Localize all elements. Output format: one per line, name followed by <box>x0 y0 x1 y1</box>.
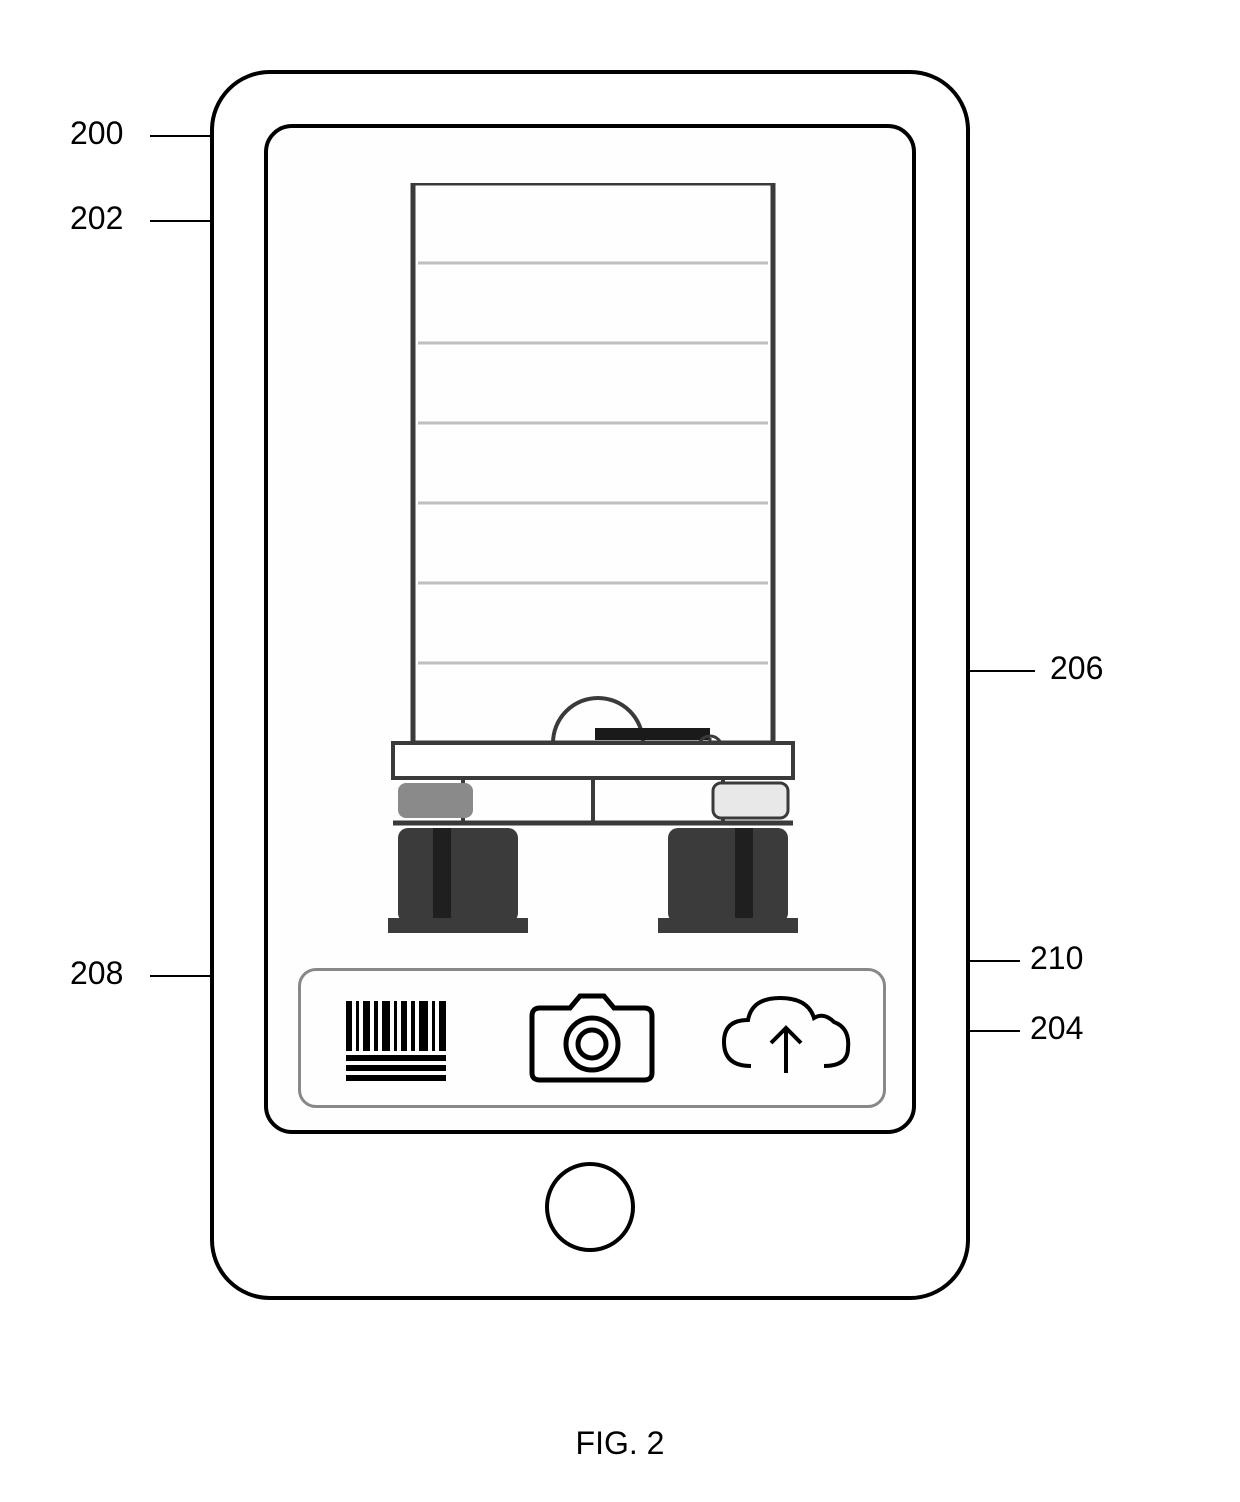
barcode-button[interactable] <box>328 988 468 1088</box>
action-toolbar <box>298 968 886 1108</box>
ref-label-202: 202 <box>70 200 123 237</box>
ref-label-200: 200 <box>70 115 123 152</box>
ref-label-206: 206 <box>1050 650 1103 687</box>
ref-label-210: 210 <box>1030 940 1083 977</box>
barcode-icon <box>338 993 458 1083</box>
device-screen <box>264 124 916 1134</box>
truck-svg <box>363 183 823 943</box>
ref-label-208: 208 <box>70 955 123 992</box>
truck-rear-image <box>363 183 823 943</box>
ref-label-204: 204 <box>1030 1010 1083 1047</box>
home-button[interactable] <box>545 1162 635 1252</box>
camera-icon <box>522 988 662 1088</box>
cloud-upload-button[interactable] <box>716 988 856 1088</box>
cloud-upload-icon <box>716 988 856 1088</box>
figure-canvas: 200 202 206 208 210 204 <box>0 0 1240 1502</box>
mobile-device-body <box>210 70 970 1300</box>
figure-caption: FIG. 2 <box>576 1425 665 1462</box>
camera-button[interactable] <box>522 988 662 1088</box>
